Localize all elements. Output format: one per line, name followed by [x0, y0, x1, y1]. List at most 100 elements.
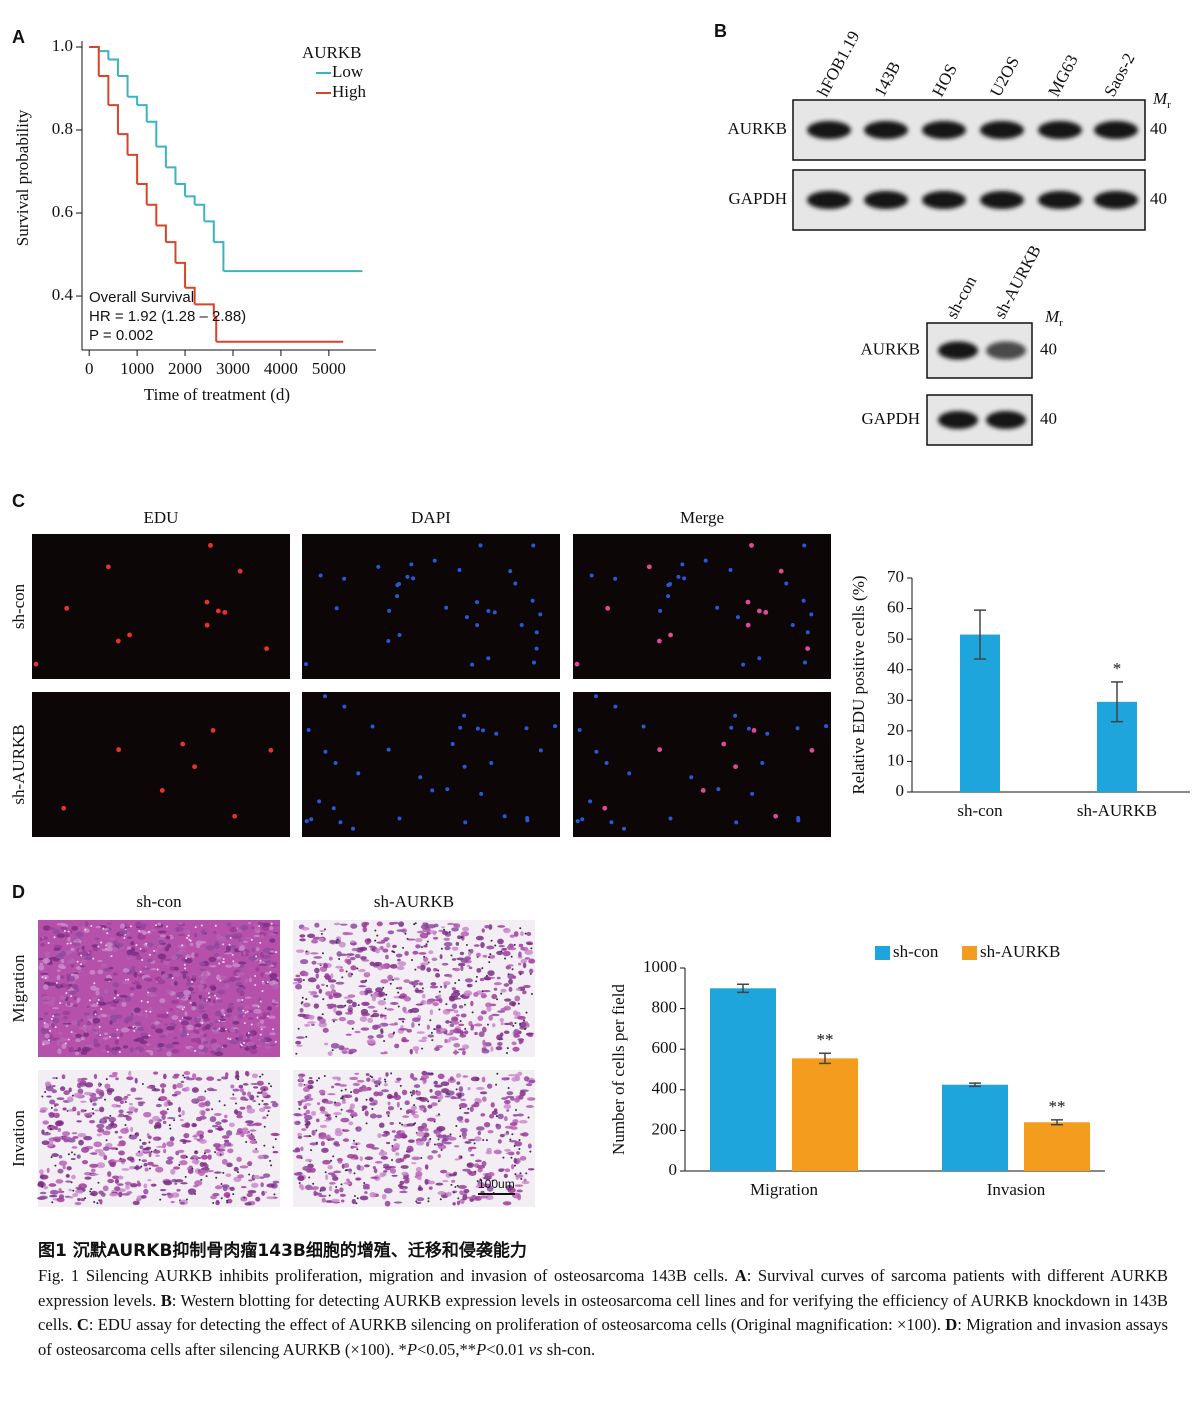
stained-cell [145, 1049, 153, 1053]
cell-nucleus [204, 622, 210, 628]
stained-cell [512, 1113, 519, 1117]
pore [187, 934, 190, 937]
pore [222, 943, 225, 946]
stained-cell [209, 965, 217, 968]
stained-cell [46, 1095, 52, 1098]
pore [259, 1000, 262, 1003]
cell-nucleus [734, 820, 739, 825]
pore [41, 1185, 44, 1188]
pore [440, 985, 443, 988]
survival-step [137, 182, 148, 205]
error-bar [1051, 1119, 1063, 1126]
cell-nucleus [508, 569, 513, 574]
stained-cell [387, 977, 393, 981]
stained-cell [460, 995, 464, 998]
stained-cell [433, 1084, 443, 1088]
stained-cell [346, 954, 351, 959]
pore [300, 1002, 303, 1005]
pore [415, 1200, 418, 1203]
stained-cell [457, 935, 462, 940]
cell-nucleus [796, 818, 801, 823]
stained-cell [313, 1190, 317, 1197]
pore [345, 970, 348, 973]
stained-cell [58, 1160, 68, 1166]
cell-nucleus [387, 608, 392, 613]
pore [110, 955, 113, 958]
stained-cell [248, 956, 258, 961]
pore [91, 1108, 94, 1111]
stained-cell [297, 1013, 307, 1018]
stained-cell [245, 1120, 254, 1124]
stained-cell [76, 1110, 81, 1116]
pore [316, 1079, 319, 1082]
survival-step [156, 224, 167, 243]
stained-cell [130, 1087, 137, 1093]
fluorescence-image [32, 534, 290, 679]
stained-cell [517, 1071, 523, 1076]
stained-cell [343, 1162, 350, 1169]
blot-band [1038, 191, 1082, 209]
cell-nucleus [666, 583, 671, 588]
stained-cell [132, 1200, 140, 1206]
stained-cell [463, 1111, 470, 1115]
pore [261, 1073, 264, 1076]
stained-cell [481, 1076, 486, 1083]
stained-cell [232, 1021, 240, 1025]
cell-nucleus [795, 726, 800, 731]
stained-cell [304, 1103, 312, 1106]
stained-cell [205, 945, 215, 951]
stained-cell [271, 999, 276, 1003]
blot-band [922, 121, 966, 139]
stained-cell [198, 1139, 207, 1144]
cell-nucleus [486, 656, 491, 661]
stained-cell [39, 1174, 49, 1180]
pore [267, 1110, 270, 1113]
stained-cell [142, 967, 150, 971]
stained-cell [253, 1086, 259, 1089]
stained-cell [464, 1118, 470, 1123]
stained-cell [458, 1005, 464, 1009]
pore [127, 978, 130, 981]
stained-cell [147, 1007, 153, 1010]
stained-cell [181, 1030, 188, 1035]
stained-cell [479, 1091, 488, 1095]
pore [158, 1098, 161, 1101]
pore [191, 1167, 194, 1170]
stained-cell [339, 1187, 344, 1193]
stained-cell [493, 987, 498, 991]
stained-cell [361, 959, 370, 962]
stained-cell [372, 1010, 378, 1013]
stained-cell [426, 999, 434, 1004]
stained-cell [517, 1194, 522, 1201]
stained-cell [215, 941, 219, 946]
pore [155, 924, 158, 927]
stained-cell [518, 943, 524, 948]
stained-cell [191, 1073, 197, 1079]
pore [100, 941, 103, 944]
y-tick-label: 60 [887, 597, 904, 616]
stained-cell [436, 1142, 444, 1147]
pore [270, 1164, 273, 1167]
pore [232, 1093, 235, 1096]
stained-cell [253, 1122, 262, 1127]
stained-cell [420, 924, 430, 930]
stained-cell [294, 1120, 301, 1126]
stained-cell [431, 1150, 438, 1154]
stained-cell [522, 984, 531, 989]
pore [507, 973, 510, 976]
stained-cell [505, 1095, 515, 1099]
stained-cell [443, 981, 451, 986]
pore [460, 936, 463, 939]
cell-nucleus [700, 787, 706, 793]
pore [255, 955, 258, 958]
pore [437, 1100, 440, 1103]
stained-cell [174, 1090, 182, 1095]
stained-cell [371, 1147, 380, 1150]
stained-cell [118, 1191, 123, 1198]
pore [350, 1091, 353, 1094]
stained-cell [214, 953, 220, 957]
stained-cell [154, 949, 160, 954]
stained-cell [261, 982, 266, 985]
pore [530, 993, 533, 996]
stained-cell [158, 939, 164, 944]
